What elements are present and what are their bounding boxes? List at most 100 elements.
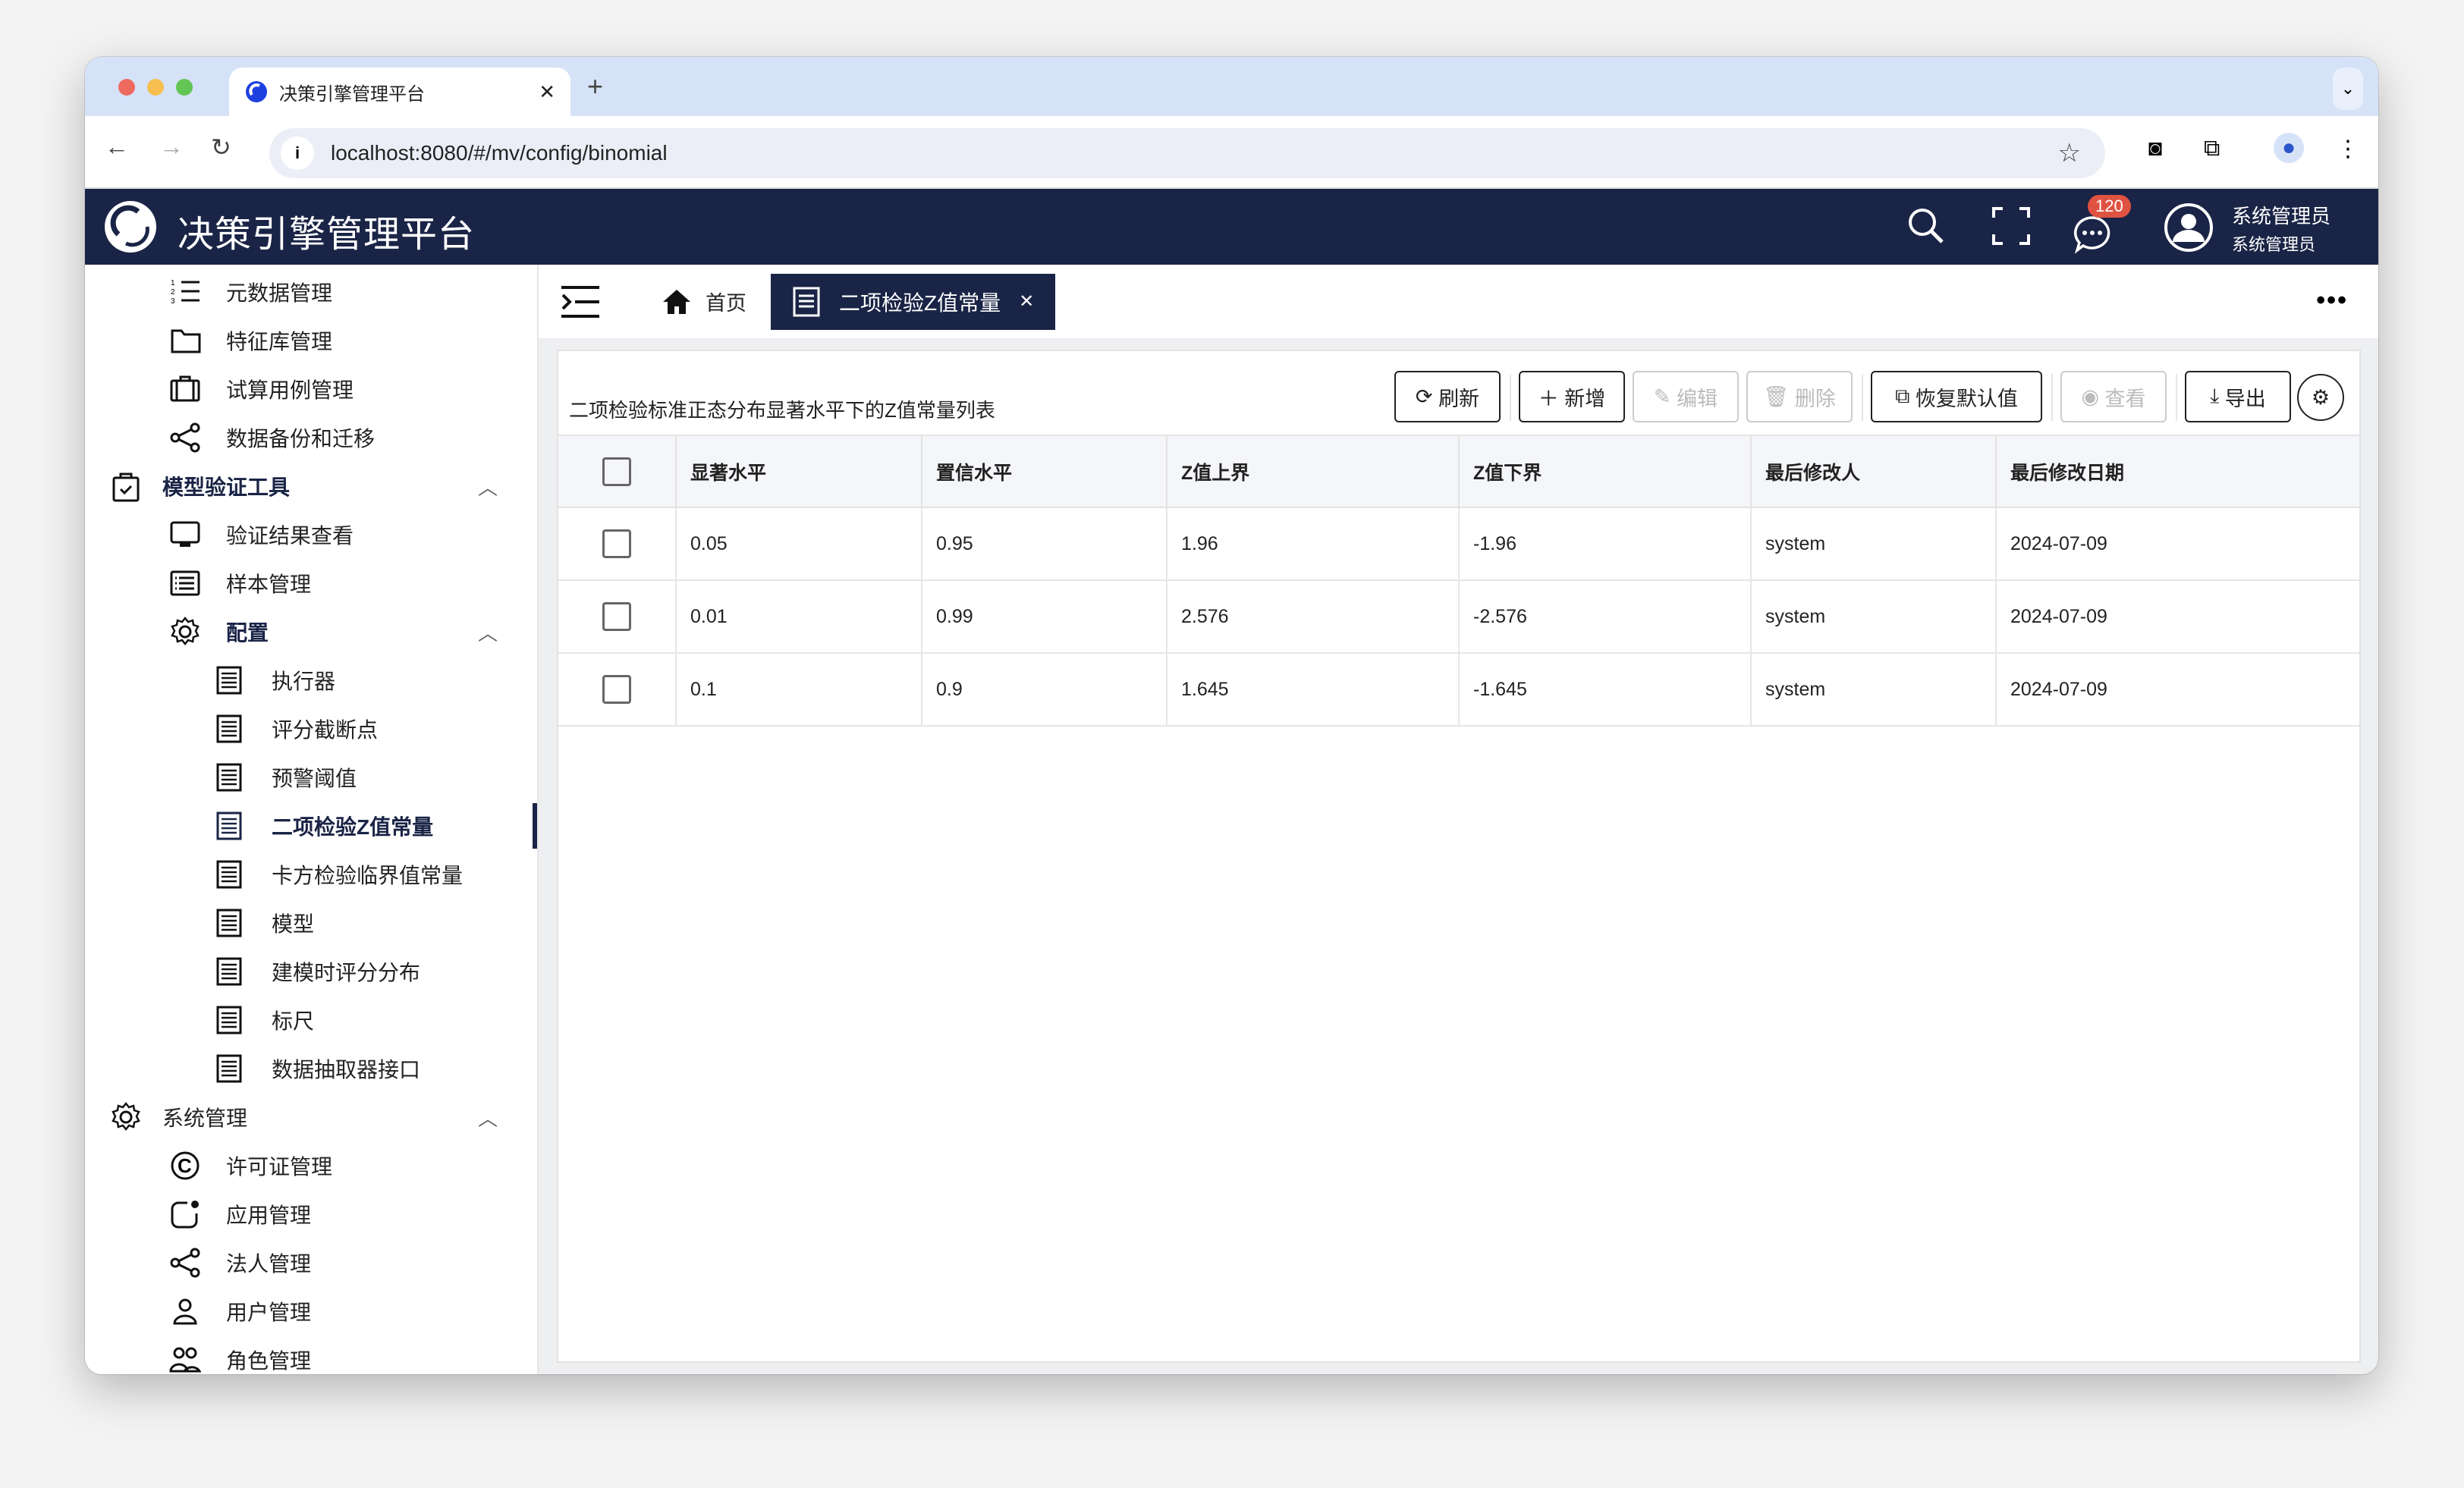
sidebar-item-label: 应用管理: [226, 1204, 312, 1227]
eye-icon: ◉: [2081, 385, 2100, 408]
plus-icon: ＋: [1538, 387, 1559, 410]
sidebar-item[interactable]: 验证结果查看: [85, 510, 537, 559]
bookmark-star-icon[interactable]: ☆: [2057, 139, 2081, 168]
column-settings-button[interactable]: ⚙: [2297, 374, 2344, 421]
column-header[interactable]: 显著水平: [676, 435, 922, 508]
view-button[interactable]: ◉ 查看: [2060, 371, 2167, 422]
receipt-icon: [211, 664, 247, 696]
edit-button[interactable]: ✎ 编辑: [1633, 371, 1739, 422]
gear-icon: [167, 616, 203, 648]
collapse-menu-icon[interactable]: [560, 285, 601, 319]
sidebar-item[interactable]: 建模时评分分布: [85, 947, 537, 996]
sidebar-item[interactable]: 1 2 3 元数据管理: [85, 268, 537, 316]
tab-binomial-z[interactable]: 二项检验Z值常量 ✕: [771, 273, 1056, 330]
edit-label: 编辑: [1677, 387, 1718, 410]
address-bar[interactable]: i localhost:8080/#/mv/config/binomial ☆: [269, 128, 2105, 178]
list-title: 二项检验标准正态分布显著水平下的Z值常量列表: [569, 399, 995, 422]
column-header[interactable]: 最后修改人: [1751, 435, 1997, 508]
sidebar-item[interactable]: 评分截断点: [85, 705, 537, 753]
sidebar-item-label: 建模时评分分布: [272, 961, 421, 984]
extension-icon[interactable]: ◙: [2148, 136, 2163, 161]
message-icon[interactable]: [2073, 215, 2112, 254]
tab-home-label: 首页: [706, 292, 746, 315]
minimize-window-button[interactable]: [147, 79, 164, 96]
forward-icon[interactable]: →: [159, 133, 184, 160]
sidebar-item[interactable]: 数据备份和迁移: [85, 413, 537, 462]
column-header[interactable]: Z值上界: [1167, 435, 1460, 508]
table-cell: 0.99: [922, 580, 1168, 654]
select-all-checkbox[interactable]: [602, 457, 631, 486]
sidebar-item-label: 二项检验Z值常量: [272, 815, 434, 839]
table-cell: 1.645: [1167, 653, 1460, 727]
sidebar-item-label: 系统管理: [162, 1107, 248, 1130]
receipt-icon: [211, 1004, 247, 1036]
export-button[interactable]: ⤓ 导出: [2185, 371, 2291, 422]
refresh-button[interactable]: ⟳ 刷新: [1394, 371, 1501, 422]
chevron-up-icon[interactable]: ︿: [478, 476, 498, 499]
receipt-icon: [211, 810, 247, 842]
user-name[interactable]: 系统管理员: [2232, 205, 2331, 228]
sidebar-item[interactable]: 预警阈值: [85, 753, 537, 802]
sidebar-item-label: 模型验证工具: [162, 476, 291, 499]
column-header[interactable]: 置信水平: [922, 435, 1168, 508]
user-avatar-icon[interactable]: [2164, 202, 2214, 253]
svg-text:C: C: [178, 1154, 192, 1177]
add-button[interactable]: ＋ 新增: [1519, 371, 1625, 422]
more-options-icon[interactable]: •••: [2316, 286, 2348, 315]
tab-home[interactable]: 首页: [662, 287, 746, 316]
add-label: 新增: [1564, 387, 1606, 410]
close-window-button[interactable]: [118, 79, 135, 96]
reload-icon[interactable]: ↻: [211, 133, 231, 161]
delete-button[interactable]: 🗑 删除: [1746, 371, 1853, 422]
sidebar-item[interactable]: 执行器: [85, 656, 537, 705]
column-header[interactable]: Z值下界: [1459, 435, 1752, 508]
sidebar-item[interactable]: 法人管理: [85, 1238, 537, 1287]
list-card: 二项检验标准正态分布显著水平下的Z值常量列表 ⟳ 刷新 ＋ 新增 ✎ 编辑 🗑 …: [557, 350, 2361, 1363]
table-row[interactable]: 0.01 0.99 2.576 -2.576 system 2024-07-09: [558, 580, 2359, 654]
sidebar-item[interactable]: 特征库管理: [85, 316, 537, 365]
app-badge-icon: [167, 1198, 203, 1230]
sidebar-item[interactable]: C 许可证管理: [85, 1141, 537, 1190]
pencil-icon: ✎: [1653, 385, 1671, 408]
profile-avatar-icon[interactable]: ●: [2274, 133, 2304, 163]
search-icon[interactable]: [1906, 206, 1947, 246]
sidebar-item[interactable]: 系统管理 ︿: [85, 1093, 537, 1141]
column-header[interactable]: 最后修改日期: [1996, 435, 2359, 508]
sidebar-item[interactable]: 二项检验Z值常量: [85, 802, 537, 850]
close-tab-icon[interactable]: ✕: [539, 80, 555, 103]
sidebar-item[interactable]: 样本管理: [85, 559, 537, 607]
row-checkbox[interactable]: [602, 529, 631, 558]
table-row[interactable]: 0.1 0.9 1.645 -1.645 system 2024-07-09: [558, 653, 2359, 727]
sidebar-item[interactable]: 试算用例管理: [85, 365, 537, 413]
clipboard-check-icon: [108, 470, 144, 502]
app-favicon-icon: [246, 81, 267, 102]
close-tab-icon[interactable]: ✕: [1019, 291, 1035, 312]
sidebar-item[interactable]: 应用管理: [85, 1190, 537, 1238]
sidebar-item[interactable]: 配置 ︿: [85, 607, 537, 656]
back-icon[interactable]: ←: [105, 133, 129, 160]
chevron-up-icon[interactable]: ︿: [478, 1107, 498, 1130]
sidebar-item[interactable]: 卡方检验临界值常量: [85, 850, 537, 899]
sidebar-item[interactable]: 数据抽取器接口: [85, 1044, 537, 1093]
chevron-up-icon[interactable]: ︿: [478, 621, 498, 645]
user-gear-icon: ⚙: [2311, 385, 2330, 409]
sidebar-item[interactable]: 角色管理: [85, 1336, 537, 1374]
tab-search-chevron-icon[interactable]: ⌄: [2333, 67, 2363, 110]
new-tab-button[interactable]: +: [587, 71, 604, 102]
receipt-icon: [211, 1053, 247, 1085]
sidebar-item[interactable]: 标尺: [85, 996, 537, 1044]
row-checkbox[interactable]: [602, 602, 631, 631]
sidebar-item[interactable]: 模型验证工具 ︿: [85, 462, 537, 510]
sidebar-item[interactable]: 用户管理: [85, 1287, 537, 1336]
table-row[interactable]: 0.05 0.95 1.96 -1.96 system 2024-07-09: [558, 507, 2359, 581]
browser-menu-icon[interactable]: ⋮: [2337, 137, 2359, 162]
browser-tab[interactable]: 决策引擎管理平台 ✕: [229, 67, 570, 116]
row-checkbox[interactable]: [602, 675, 631, 704]
restore-defaults-button[interactable]: ⧉ 恢复默认值: [1871, 371, 2042, 422]
sidebar-item[interactable]: 模型: [85, 899, 537, 947]
puzzle-extensions-icon[interactable]: ⧉: [2204, 136, 2220, 161]
site-info-icon[interactable]: i: [281, 137, 314, 170]
svg-text:2: 2: [171, 288, 175, 297]
zoom-window-button[interactable]: [176, 79, 193, 96]
fullscreen-icon[interactable]: [1991, 206, 2032, 246]
